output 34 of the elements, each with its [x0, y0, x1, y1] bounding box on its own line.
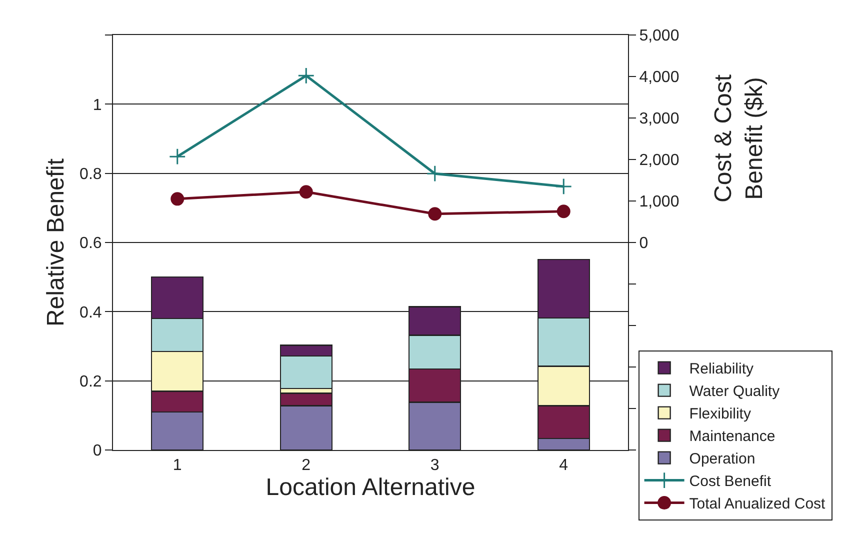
point [299, 185, 313, 199]
point [298, 67, 315, 84]
y2-tick-label: 5,000 [639, 28, 680, 45]
point [426, 165, 444, 182]
legend-label: Maintenance [689, 428, 776, 446]
legend-label: Cost Benefit [689, 473, 772, 490]
y-tick-label: 0.2 [80, 373, 102, 390]
y-tick-label: 0.8 [80, 166, 102, 183]
x-tick-label: 3 [430, 457, 440, 474]
legend-label: Reliability [689, 360, 754, 378]
x-axis-title: Location Alternative [266, 474, 476, 502]
y2-tick-label: 3,000 [639, 110, 680, 128]
y-axis-title: Relative Benefit [42, 158, 70, 327]
y-tick-label: 0.4 [80, 304, 102, 322]
point [168, 148, 186, 166]
legend-label: Water Quality [689, 383, 780, 400]
point [428, 207, 442, 221]
y2-tick-label: 4,000 [639, 69, 680, 86]
x-tick-label: 4 [559, 457, 568, 474]
point [170, 192, 184, 206]
point [555, 178, 572, 195]
y2-tick-label: 2,000 [639, 152, 680, 170]
y2-tick-label: 1,000 [639, 194, 680, 211]
y2-axis-title: Cost & Cost Benefit ($k) [710, 74, 768, 202]
x-tick-label: 2 [302, 457, 311, 474]
legend-label: Total Anualized Cost [689, 496, 826, 513]
x-tick-label: 1 [172, 457, 182, 474]
y2-tick-label: 0 [639, 235, 648, 252]
y-tick-label: 0 [92, 442, 102, 460]
y-tick-label: 1 [92, 96, 102, 114]
legend-label: Operation [689, 450, 756, 468]
y-tick-label: 0.6 [80, 235, 102, 252]
legend-label: Flexibility [689, 406, 752, 423]
point [556, 204, 570, 218]
